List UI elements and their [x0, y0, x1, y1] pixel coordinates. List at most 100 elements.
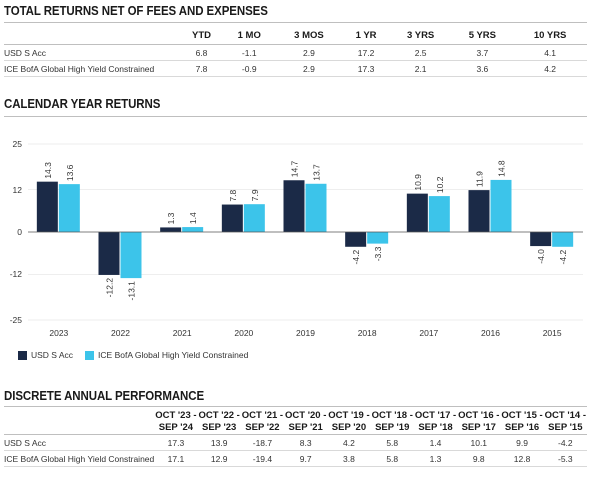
- row-label: ICE BofA Global High Yield Constrained: [4, 450, 155, 467]
- bar-value-label: -12.2: [105, 278, 115, 298]
- bar-value-label: 14.3: [43, 162, 53, 179]
- bar-benchmark: [182, 227, 204, 232]
- y-tick-label: 0: [17, 227, 22, 237]
- cell: 8.3: [284, 434, 328, 451]
- cell: -4.2: [543, 434, 587, 451]
- cell: 9.7: [284, 450, 328, 467]
- cell: 17.3: [342, 60, 390, 77]
- bar-value-label: 10.2: [435, 176, 445, 193]
- bar-benchmark: [490, 179, 512, 232]
- cell: 1.3: [413, 450, 458, 467]
- bar-value-label: -13.1: [127, 281, 137, 301]
- period-end: SEP '23: [202, 422, 237, 433]
- header-1yr: 1 YR: [342, 26, 390, 45]
- cell: 6.8: [180, 44, 223, 61]
- cell: 9.8: [457, 450, 501, 467]
- cell: 3.6: [451, 60, 514, 77]
- bar-benchmark: [367, 232, 389, 244]
- cell: 1.4: [413, 434, 458, 451]
- x-tick-label: 2016: [481, 328, 500, 338]
- x-tick-label: 2018: [358, 328, 377, 338]
- total-returns-title: TOTAL RETURNS NET OF FEES AND EXPENSES: [4, 4, 268, 18]
- period-header: OCT '18 - SEP '19: [370, 410, 414, 435]
- legend-swatch-benchmark: [85, 350, 95, 360]
- period-start: OCT '19 -: [328, 410, 370, 421]
- period-header: OCT '19 - SEP '20: [327, 410, 371, 435]
- header-ytd: YTD: [180, 26, 223, 45]
- legend-label-fund: USD S Acc: [31, 350, 74, 360]
- table-row: ICE BofA Global High Yield Constrained 7…: [4, 60, 587, 77]
- cell: 4.2: [513, 60, 587, 77]
- legend-item-benchmark: ICE BofA Global High Yield Constrained: [85, 350, 248, 360]
- cell: 17.1: [154, 450, 198, 467]
- cell: 2.9: [275, 44, 343, 61]
- cell: -5.3: [543, 450, 587, 467]
- bar-fund: [283, 180, 305, 232]
- header-blank: [4, 26, 180, 45]
- bar-benchmark: [305, 183, 327, 232]
- bar-value-label: -4.2: [558, 250, 568, 265]
- period-start: OCT '20 -: [285, 410, 327, 421]
- cell: 13.9: [197, 434, 241, 451]
- discrete-header-row: OCT '23 - SEP '24 OCT '22 - SEP '23 OCT '21 …: [4, 410, 587, 435]
- period-header: OCT '23 - SEP '24: [154, 410, 198, 435]
- period-header: OCT '17 - SEP '18: [413, 410, 458, 435]
- cell: 12.9: [197, 450, 241, 467]
- cell: 10.1: [457, 434, 501, 451]
- y-tick-label: -12: [10, 269, 23, 279]
- period-start: OCT '22 -: [198, 410, 240, 421]
- bar-benchmark: [120, 232, 142, 279]
- total-returns-table: YTD 1 MO 3 MOS 1 YR 3 YRS 5 YRS 10 YRS U…: [4, 26, 587, 77]
- bar-value-label: 1.4: [188, 212, 198, 224]
- legend-swatch-fund: [18, 350, 27, 360]
- bar-fund: [36, 181, 58, 232]
- total-returns-rule: [4, 22, 587, 23]
- bar-fund: [406, 193, 428, 232]
- bar-value-label: 1.3: [166, 212, 176, 224]
- period-end: SEP '20: [331, 422, 367, 433]
- bar-value-label: -4.2: [351, 250, 361, 265]
- x-tick-label: 2021: [173, 328, 192, 338]
- table-row: USD S Acc 17.3 13.9 -18.7 8.3 4.2 5.8 1.4 10.1 9.…: [4, 434, 587, 451]
- row-label: USD S Acc: [4, 434, 155, 451]
- cell: 2.5: [389, 44, 452, 61]
- period-end: SEP '22: [245, 422, 280, 433]
- header-1mo: 1 MO: [222, 26, 276, 45]
- y-tick-label: 12: [13, 185, 23, 195]
- period-end: SEP '16: [504, 422, 540, 433]
- period-header: OCT '21 - SEP '22: [240, 410, 285, 435]
- chart-legend: USD S Acc ICE BofA Global High Yield Con…: [18, 350, 260, 360]
- period-start: OCT '16 -: [458, 410, 500, 421]
- cell: 7.8: [180, 60, 223, 77]
- x-tick-label: 2020: [234, 328, 253, 338]
- period-end: SEP '21: [288, 422, 323, 433]
- discrete-performance-rule: [4, 406, 587, 407]
- bar-benchmark: [552, 232, 574, 247]
- y-tick-label: 25: [13, 139, 23, 149]
- bar-value-label: 13.7: [312, 164, 322, 181]
- cell: -19.4: [240, 450, 285, 467]
- total-returns-header-row: YTD 1 MO 3 MOS 1 YR 3 YRS 5 YRS 10 YRS: [4, 26, 587, 45]
- cell: 2.1: [389, 60, 452, 77]
- row-label: USD S Acc: [4, 44, 180, 61]
- bar-fund: [160, 227, 182, 232]
- x-tick-label: 2019: [296, 328, 315, 338]
- x-tick-label: 2017: [419, 328, 438, 338]
- cell: 12.8: [500, 450, 544, 467]
- bar-value-label: 7.9: [250, 189, 260, 201]
- bar-value-label: -3.3: [373, 246, 383, 261]
- cell: -18.7: [240, 434, 285, 451]
- cell: 3.8: [327, 450, 371, 467]
- period-start: OCT '21 -: [241, 410, 284, 421]
- bar-benchmark: [243, 204, 265, 232]
- table-row: ICE BofA Global High Yield Constrained 17…: [4, 450, 587, 467]
- x-tick-label: 2022: [111, 328, 130, 338]
- bar-value-label: 13.6: [65, 164, 75, 181]
- bar-value-label: 11.9: [475, 171, 485, 187]
- bar-value-label: 14.8: [497, 160, 507, 177]
- period-start: OCT '23 -: [155, 410, 197, 421]
- row-label: ICE BofA Global High Yield Constrained: [4, 60, 180, 77]
- discrete-performance-title: DISCRETE ANNUAL PERFORMANCE: [4, 389, 205, 403]
- calendar-returns-chart: 25 12 0 -12 -25 14.3 13.6 2023 -12.2 -13.1 2022 1.3…: [10, 139, 583, 338]
- cell: 17.2: [342, 44, 390, 61]
